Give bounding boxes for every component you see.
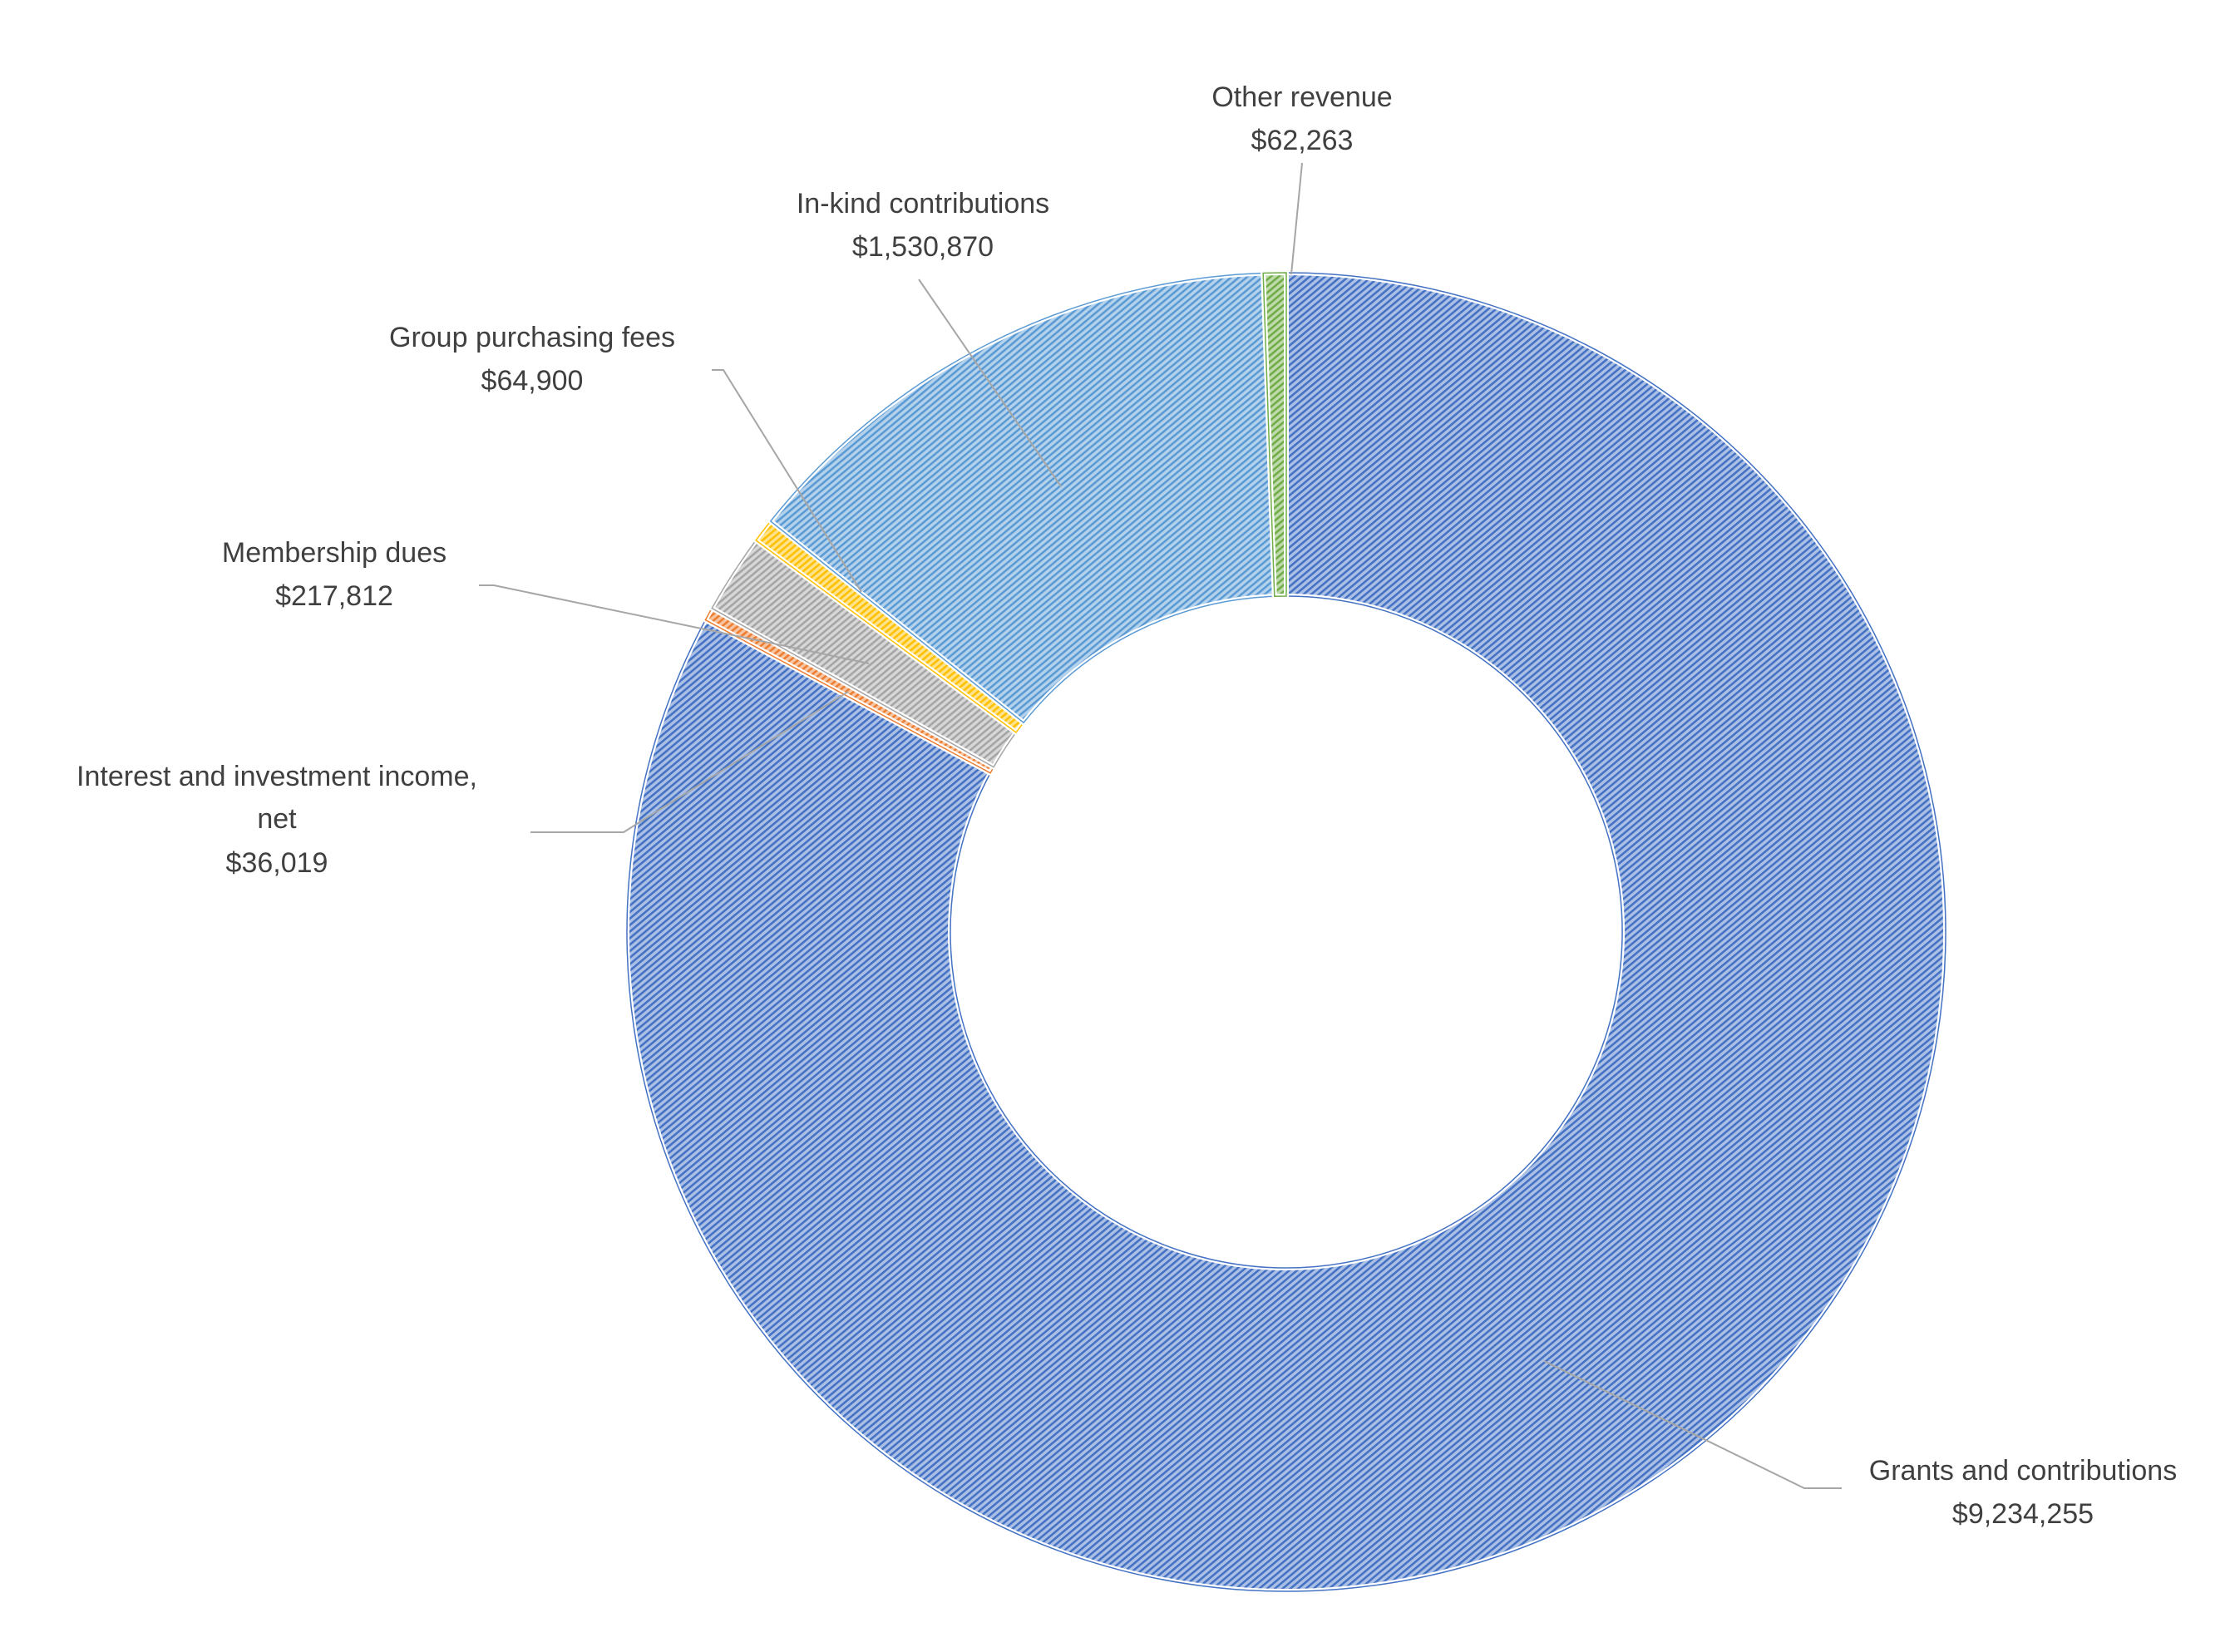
data-label-category: Grants and contributions xyxy=(1869,1455,2177,1487)
leader-line xyxy=(479,584,870,664)
data-label-value: $64,900 xyxy=(481,365,584,397)
chart-slices xyxy=(624,269,1948,1594)
leader-line xyxy=(918,279,1062,487)
data-label-category: Membership dues xyxy=(222,537,447,569)
leader-line xyxy=(712,369,862,593)
data-labels: Grants and contributions $9,234,255 Intere… xyxy=(76,81,2177,1530)
leader-line xyxy=(1290,162,1303,275)
slice-outline xyxy=(626,272,1946,1592)
data-label-category: Interest and investment income, xyxy=(76,761,477,792)
leader-line xyxy=(1543,1360,1842,1489)
data-label-value: $9,234,255 xyxy=(1952,1498,2094,1530)
slice-outline xyxy=(1262,272,1287,598)
data-label-value: $62,263 xyxy=(1251,125,1354,156)
data-label-category: In-kind contributions xyxy=(797,188,1049,219)
leader-lines xyxy=(479,162,1842,1489)
data-label-value: $217,812 xyxy=(275,580,393,612)
slice-outline xyxy=(769,272,1275,724)
data-label-value: $1,530,870 xyxy=(852,231,994,263)
data-label-category: Other revenue xyxy=(1211,81,1392,113)
leader-line xyxy=(530,691,849,833)
data-label-value: $36,019 xyxy=(226,847,328,879)
data-label-category: Group purchasing fees xyxy=(389,322,675,353)
data-label-category: net xyxy=(257,803,297,835)
